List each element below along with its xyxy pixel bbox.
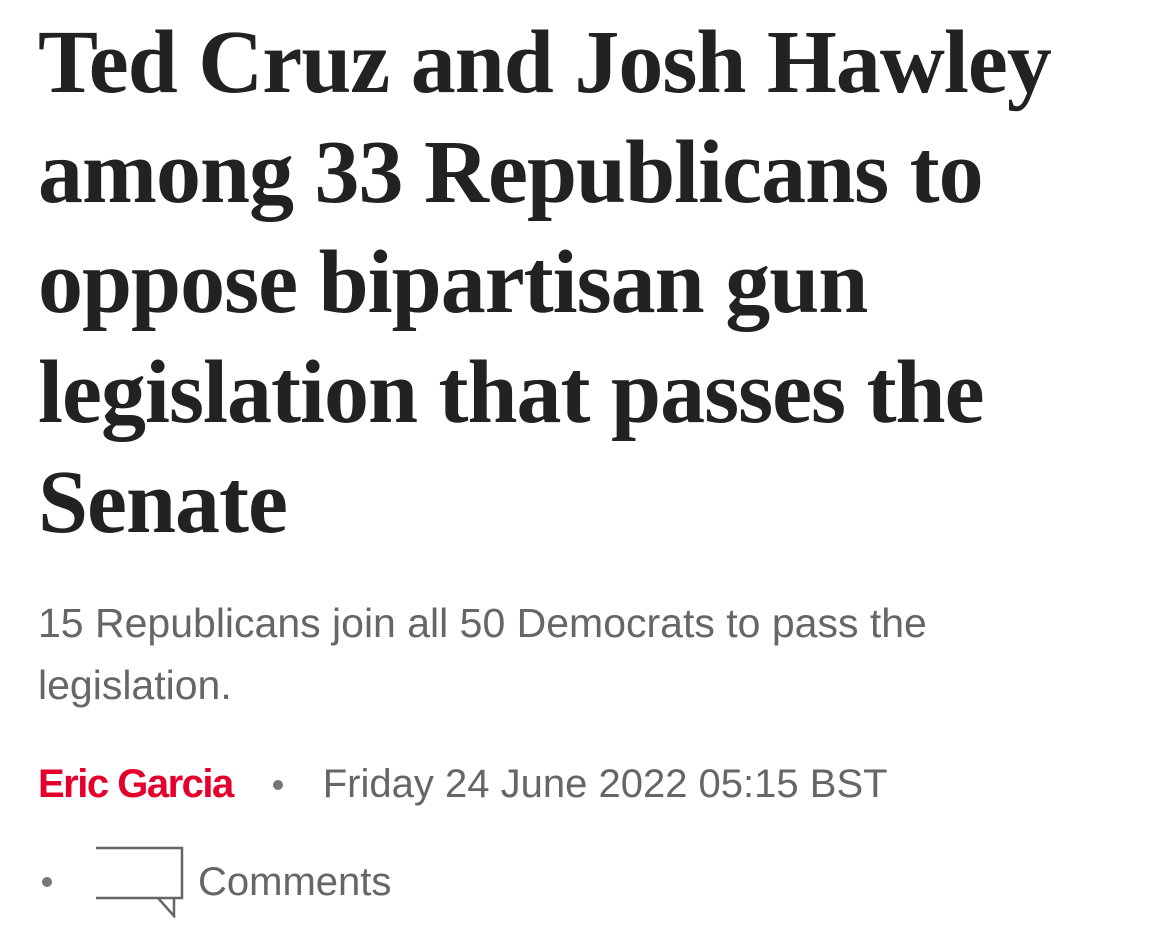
separator <box>272 779 283 790</box>
standfirst: 15 Republicans join all 50 Democrats to … <box>38 600 927 708</box>
author[interactable]: Eric Garcia <box>38 762 234 806</box>
byline: Eric Garcia Friday 24 June 2022 05:15 BS… <box>38 762 888 807</box>
comments-row[interactable]: Comments <box>38 846 391 918</box>
comment-icon[interactable] <box>94 846 186 918</box>
separator <box>42 877 52 887</box>
comments-link[interactable]: Comments <box>198 859 392 904</box>
headline: Ted Cruz and Josh Hawley among 33 Republ… <box>38 13 1052 552</box>
published-date: Friday 24 June 2022 05:15 BST <box>322 762 888 806</box>
